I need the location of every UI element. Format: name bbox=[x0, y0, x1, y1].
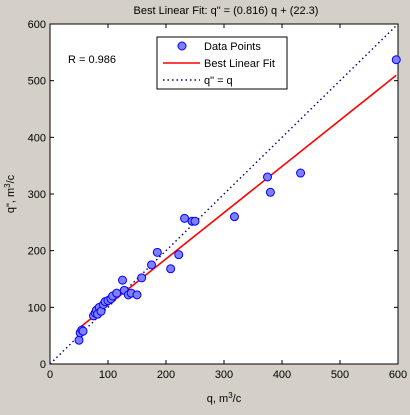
data-point bbox=[263, 172, 272, 182]
data-point bbox=[229, 212, 239, 222]
x-tick-label: 0 bbox=[47, 369, 53, 381]
y-tick-label: 500 bbox=[28, 76, 46, 88]
y-tick-label: 400 bbox=[28, 132, 46, 144]
data-point bbox=[118, 275, 127, 285]
x-axis: 0 100 200 300 400 500 600 bbox=[47, 24, 407, 381]
data-point bbox=[137, 273, 147, 283]
x-axis-title: q, m3/c bbox=[207, 391, 242, 405]
legend-marker-data-points bbox=[177, 41, 187, 51]
legend-label-data-points: Data Points bbox=[204, 41, 261, 53]
x-tick-label: 600 bbox=[389, 369, 407, 381]
data-point bbox=[265, 187, 275, 197]
legend-label-best-fit: Best Linear Fit bbox=[204, 58, 275, 70]
legend-label-identity: q" = q bbox=[204, 75, 233, 87]
identity-line-layer bbox=[49, 23, 399, 365]
data-point bbox=[166, 264, 176, 274]
y-tick-label: 200 bbox=[28, 246, 46, 258]
data-point bbox=[74, 335, 84, 345]
data-point bbox=[112, 288, 122, 298]
chart-title: Best Linear Fit: q" = (0.816) q + (22.3) bbox=[134, 5, 319, 17]
data-point bbox=[296, 168, 306, 178]
data-point bbox=[190, 216, 200, 226]
data-point bbox=[132, 290, 142, 300]
data-points-layer bbox=[74, 55, 401, 345]
x-tick-label: 200 bbox=[157, 369, 175, 381]
data-point bbox=[174, 250, 184, 260]
data-point bbox=[152, 247, 162, 257]
best-fit-line bbox=[77, 74, 397, 330]
data-point bbox=[78, 326, 88, 336]
data-point bbox=[391, 55, 401, 65]
x-tick-label: 100 bbox=[99, 369, 117, 381]
y-tick-label: 300 bbox=[28, 189, 46, 201]
identity-line bbox=[49, 23, 399, 365]
data-point bbox=[180, 213, 190, 223]
y-tick-label: 600 bbox=[28, 19, 46, 31]
y-tick-label: 0 bbox=[40, 359, 46, 371]
x-tick-label: 400 bbox=[273, 369, 291, 381]
y-axis-title: q", m3/c bbox=[3, 174, 17, 213]
data-point bbox=[147, 260, 156, 270]
x-tick-label: 500 bbox=[331, 369, 349, 381]
y-tick-label: 100 bbox=[28, 302, 46, 314]
r-value-annotation: R = 0.986 bbox=[68, 54, 116, 66]
fit-line-layer bbox=[77, 74, 397, 330]
x-tick-label: 300 bbox=[215, 369, 233, 381]
legend: Data Points Best Linear Fit q" = q bbox=[156, 36, 288, 90]
y-axis: 0 100 200 300 400 500 600 bbox=[28, 19, 398, 371]
